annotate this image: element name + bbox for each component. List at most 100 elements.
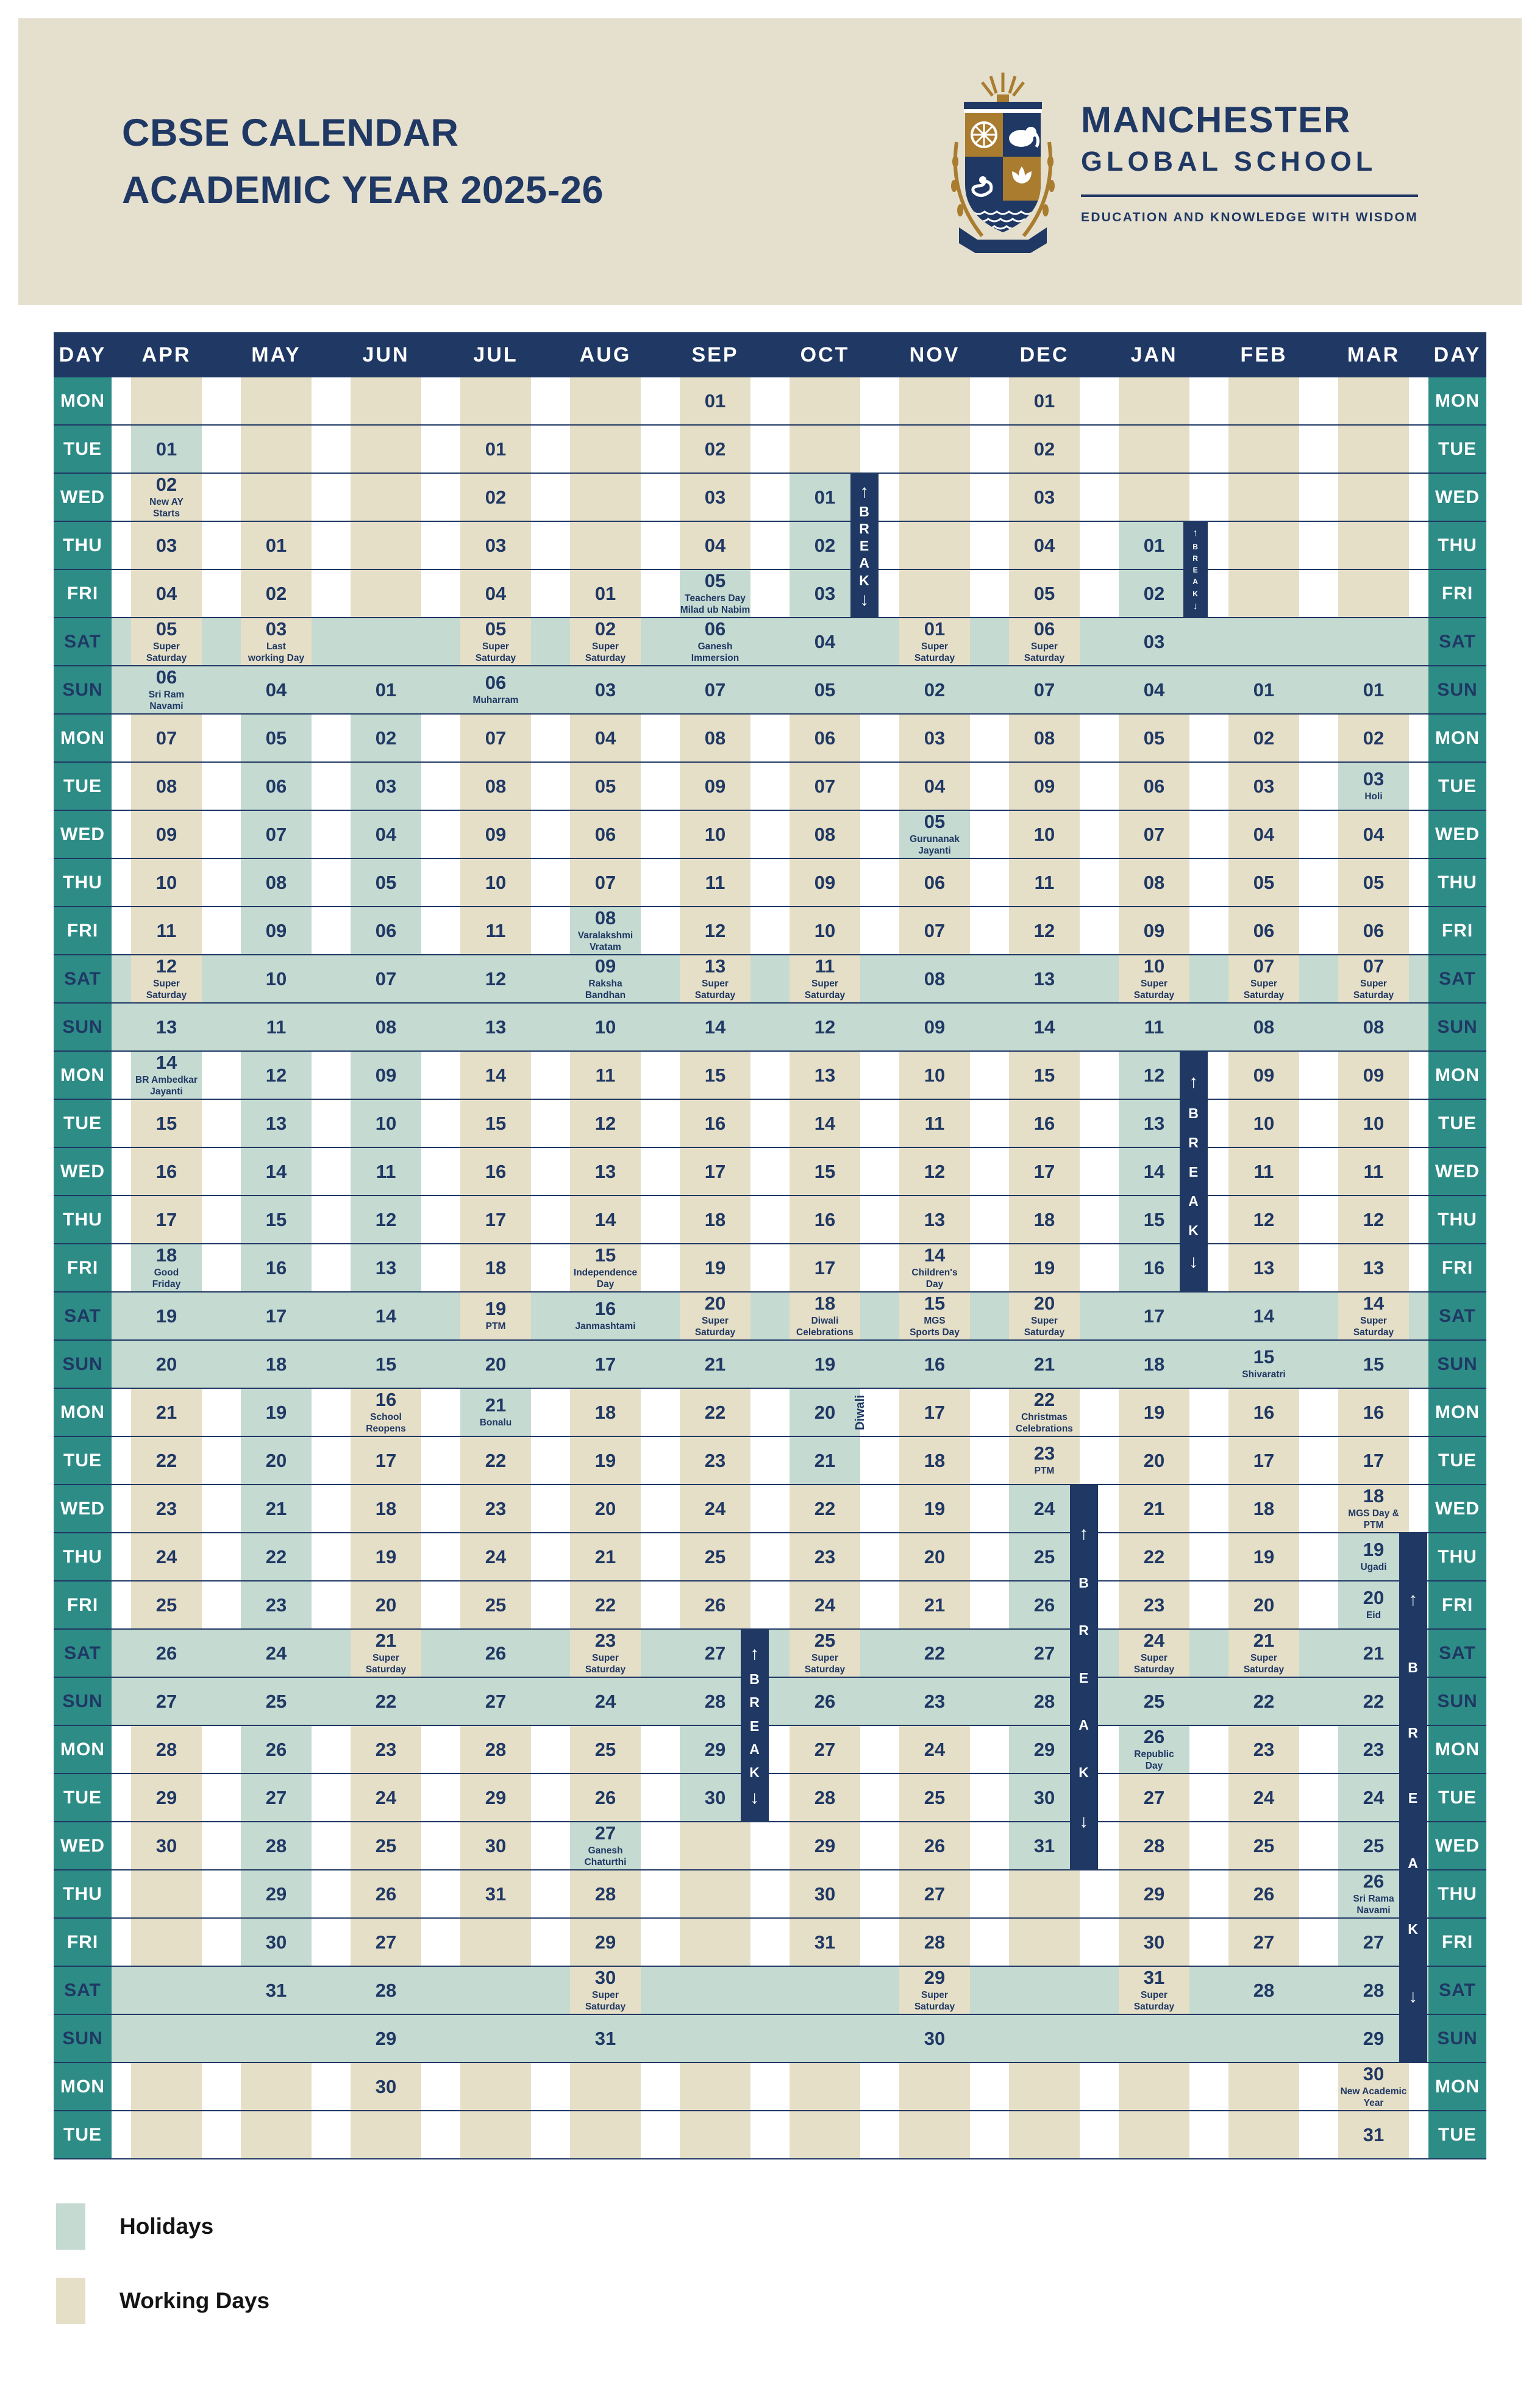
date-strip: 05 Teachers Day Milad ub Nabim [680,570,750,617]
calendar-cell: 04 [551,715,660,763]
month-header-aug: AUG [551,332,660,377]
date-strip: 15 [351,1341,421,1388]
date-strip: 06 Ganesh Immersion [680,618,750,665]
date-number: 05 [1253,872,1275,893]
calendar-cell: 05 [331,859,441,907]
day-label: MON [1428,2063,1486,2111]
date-number: 16 [155,1161,177,1182]
date-number: 29 [485,1787,507,1808]
calendar-cell: 26 [331,1870,441,1919]
date-number: 20 [814,1402,836,1423]
calendar-cell: 07 Super Saturday [1209,955,1319,1004]
calendar-cell: 08 [989,715,1099,763]
date-strip: 17 [241,1293,311,1339]
date-number: 31 [265,1980,287,2001]
calendar-cell: 01 Super Saturday [880,618,989,666]
calendar-cell [989,1919,1099,1967]
date-number: 03 [1143,631,1165,652]
date-number: 14 [485,1064,507,1086]
day-label: SUN [1428,1341,1486,1389]
calendar-cell: 30 New Academic Year [1319,2063,1428,2111]
calendar-cell: 08 [1209,1004,1319,1052]
date-strip: 12 [1228,1196,1299,1243]
calendar-cell: 11 [880,1100,989,1148]
arrow-down-icon: ↓ [1192,601,1198,612]
date-strip [460,2111,531,2158]
event-label: New Academic Year [1340,2086,1407,2108]
calendar-cell: 17 [221,1293,331,1341]
date-number: 28 [375,1980,397,2001]
date-strip: 25 [570,1726,641,1773]
date-number: 14 [1253,1305,1275,1327]
date-number: 23 [704,1450,726,1471]
date-strip: 08 [899,955,969,1002]
calendar-cell [1319,474,1428,522]
calendar-cell: 20 [1099,1437,1209,1485]
calendar-cell [331,522,441,570]
calendar-cell [1209,377,1319,426]
date-strip: 05 [1338,859,1409,906]
event-label: PTM [1034,1466,1055,1477]
date-number: 30 [1033,1787,1055,1808]
date-strip: 14 [680,1004,750,1050]
event-label: Super Saturday [694,1316,736,1338]
calendar-cell: 15 [112,1100,221,1148]
date-strip: 02 [1338,715,1409,761]
date-strip: 28 [351,1967,421,2014]
date-strip: 19 Ugadi [1338,1533,1409,1580]
day-label: TUE [1428,426,1486,474]
calendar-cell: 03 [112,522,221,570]
day-label: MON [54,2063,112,2111]
date-number: 22 [1253,1691,1275,1712]
date-strip: 27 [1119,1774,1189,1821]
calendar-cell: 09 [880,1004,989,1052]
date-number: 20 [1253,1594,1275,1616]
date-strip: 12 [899,1148,970,1195]
calendar-cell: 08 [112,763,221,811]
calendar-cell: 19 Ugadi [1319,1533,1428,1581]
date-strip: 02 [1119,570,1189,617]
calendar-cell [221,426,331,474]
date-number: 27 [375,1931,397,1953]
date-number: 11 [1253,1161,1274,1182]
date-number: 05 [1143,727,1165,749]
date-number: 11 [156,920,177,941]
date-strip: 24 [460,1533,531,1580]
date-number: 17 [155,1209,177,1230]
date-number: 02 [1033,438,1055,460]
logo-text: MANCHESTER GLOBAL SCHOOL EDUCATION AND K… [1081,99,1418,225]
date-number: 02 [814,535,836,556]
calendar-cell: 13 [331,1244,441,1293]
date-number: 30 [1363,2063,1385,2085]
date-number: 16 [594,1298,616,1320]
date-strip: 23 PTM [1009,1437,1080,1484]
date-number: 31 [1033,1835,1055,1856]
date-number: 30 [814,1883,836,1905]
date-strip: 02 [790,522,860,569]
date-number: 25 [814,1630,836,1652]
date-strip [1338,522,1409,569]
day-label: THU [1428,1196,1486,1244]
date-strip [1119,2063,1189,2110]
date-number: 21 [1033,1353,1055,1375]
date-number: 22 [704,1402,726,1423]
date-strip: 10 [680,811,750,858]
date-number: 13 [265,1113,287,1134]
date-strip: 05 [570,763,641,810]
date-strip: 19 [790,1341,860,1388]
calendar-cell: 12 [1209,1196,1319,1244]
calendar-cell: 28 [331,1967,441,2015]
date-strip: 04 [1009,522,1080,569]
calendar-cell: 10 Super Saturday [1099,955,1209,1004]
calendar-cell: 13 [112,1004,221,1052]
date-strip: 26 [899,1822,970,1869]
event-label: Super Saturday [585,1990,626,2012]
date-strip: 03 [460,522,531,569]
date-number: 02 [375,727,397,749]
break-letter: R [1192,554,1198,563]
date-strip: 07 [131,715,202,761]
calendar-cell: 03 [551,666,660,715]
date-number: 22 [1363,1691,1385,1712]
date-strip: 21 [131,1389,202,1436]
date-strip: 05 Super Saturday [131,618,202,665]
